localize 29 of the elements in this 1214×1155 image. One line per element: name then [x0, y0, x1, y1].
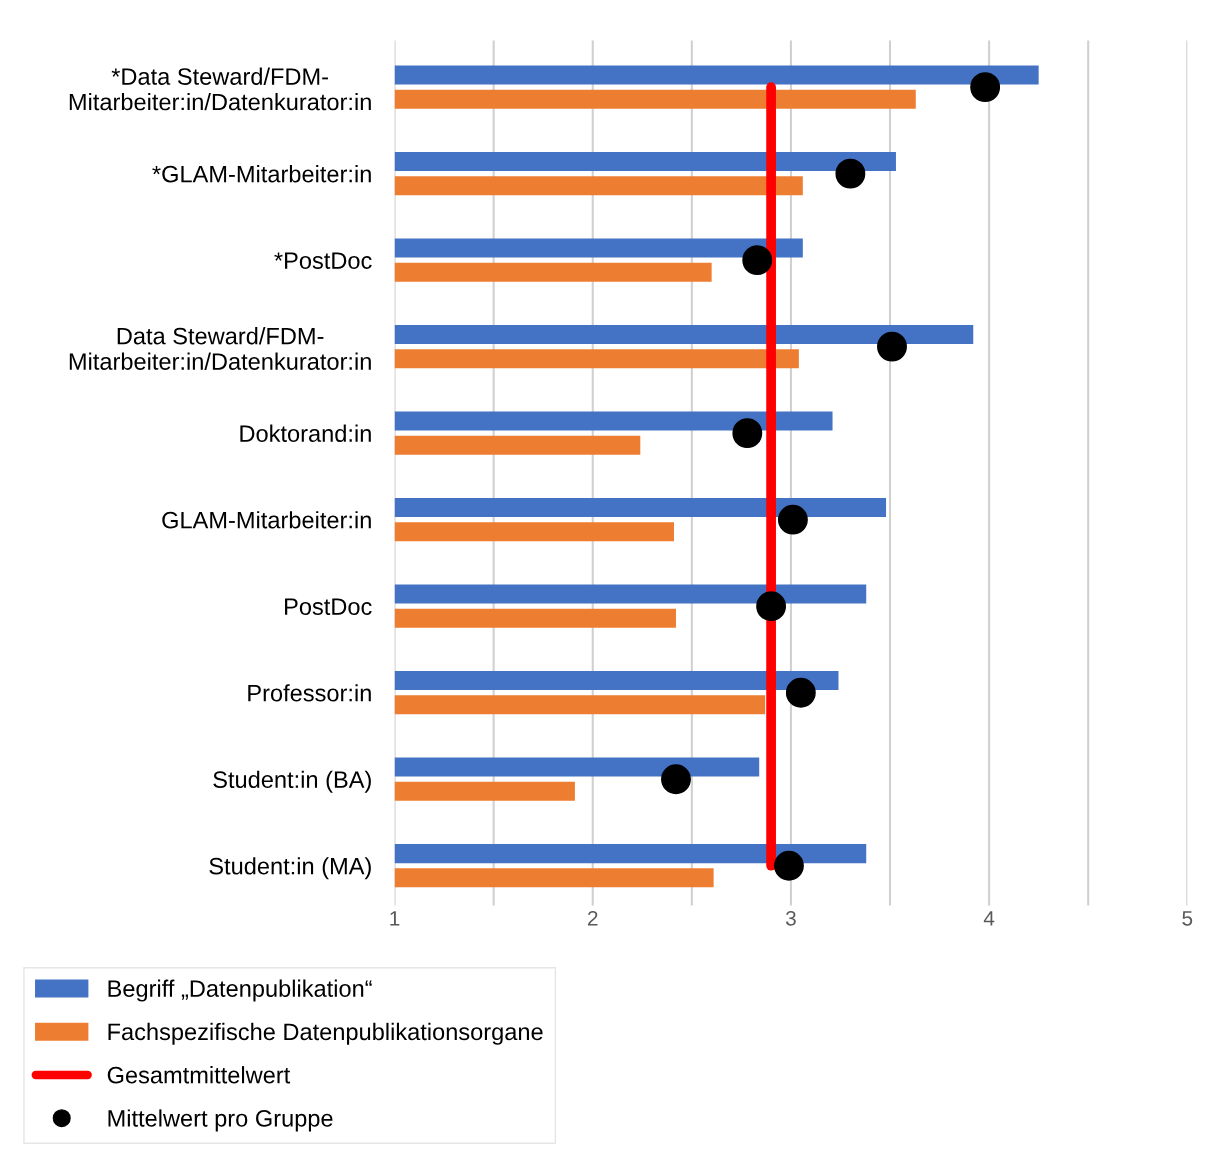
x-tick-label: 2 — [587, 910, 598, 926]
y-tick-label: *GLAM-Mitarbeiter:in — [152, 165, 371, 183]
point — [877, 331, 907, 362]
x-tick-label: 3 — [785, 910, 796, 926]
point — [970, 72, 1001, 103]
legend-label: Mittelwert pro Gruppe — [108, 1109, 333, 1132]
y-tick-label: Student:in (MA) — [209, 857, 371, 880]
point — [661, 764, 691, 795]
point — [835, 158, 866, 189]
point — [742, 245, 773, 276]
y-tick-label: Student:in (BA) — [213, 770, 371, 793]
y-tick-label: GLAM-Mitarbeiter:in — [162, 511, 371, 529]
point — [732, 418, 763, 449]
y-tick-label: PostDoc — [285, 598, 372, 615]
point — [756, 591, 787, 622]
y-tick-label: *PostDoc — [274, 252, 372, 269]
y-tick-label: *Data Steward/FDM- Mitarbeiter:in/Datenkurator:in — [69, 67, 371, 111]
point — [777, 504, 808, 535]
x-tick-label: 5 — [1182, 911, 1193, 926]
legend-label: Gesamtmittelwert — [107, 1066, 291, 1084]
point — [774, 850, 804, 881]
x-tick-label: 4 — [983, 911, 995, 926]
legend-label: Begriff „Datenpublikation“ — [108, 979, 372, 1002]
y-tick-label: Professor:in — [248, 684, 371, 702]
legend-label: Fachspezifische Datenpublikationsorgane — [108, 1022, 543, 1045]
point — [785, 677, 816, 708]
x-tick-label: 1 — [390, 911, 400, 926]
y-tick-label: Doktorand:in — [240, 424, 371, 442]
y-tick-label: Data Steward/FDM- Mitarbeiter:in/Datenkurator:in — [69, 327, 371, 370]
